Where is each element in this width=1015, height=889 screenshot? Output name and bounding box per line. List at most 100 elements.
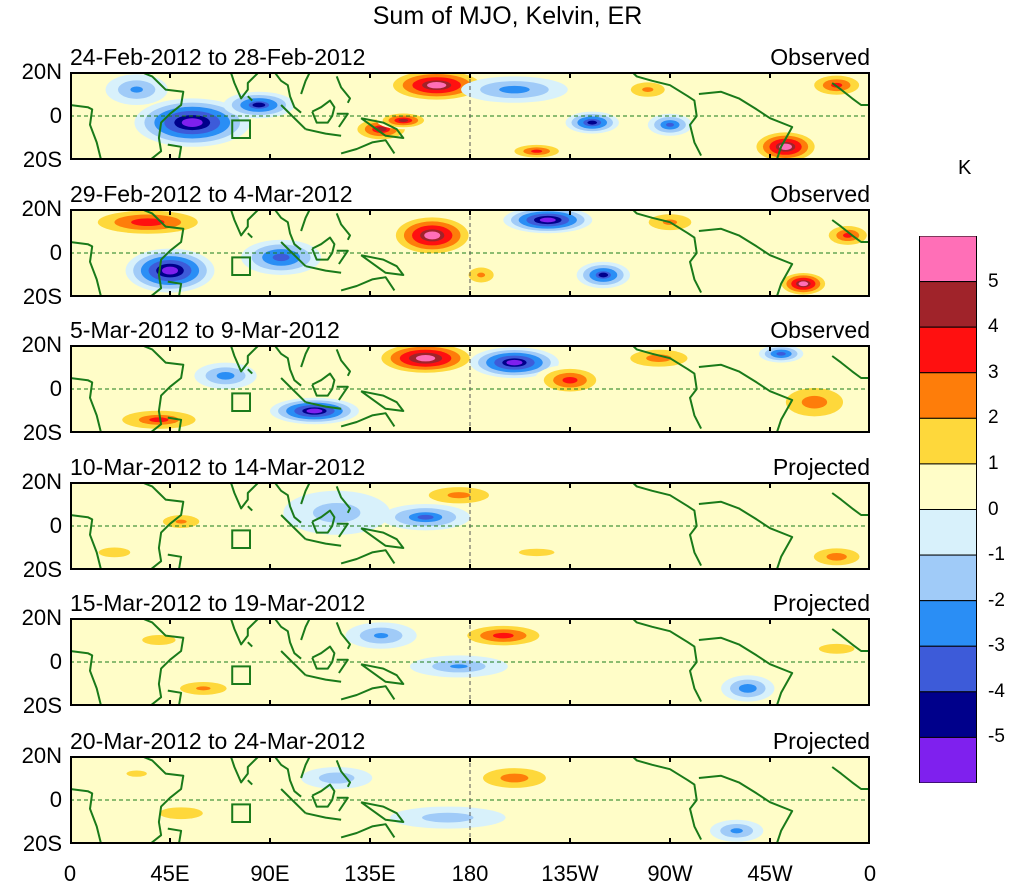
coastline	[305, 538, 342, 547]
coastline	[831, 355, 870, 379]
colorbar-swatch	[919, 236, 977, 283]
colorbar-tick-label: 0	[988, 498, 999, 520]
coastline	[311, 783, 336, 808]
anomaly-contour	[130, 86, 143, 93]
coastline	[140, 209, 185, 297]
coastline	[831, 82, 870, 106]
main-title: Sum of MJO, Kelvin, ER	[372, 2, 643, 30]
latitude-tick-label: 20S	[22, 693, 62, 718]
coastline	[631, 209, 702, 294]
coastline	[229, 482, 260, 510]
colorbar-tick-label: 4	[988, 316, 999, 338]
panel-status-label: Observed	[770, 317, 870, 343]
coastline	[280, 788, 307, 814]
panel-status-label: Observed	[770, 181, 870, 207]
anomaly-contour	[175, 519, 187, 524]
anomaly-contour	[131, 218, 165, 227]
coastline	[247, 368, 253, 375]
coastline	[831, 219, 870, 243]
colorbar-swatch	[919, 417, 977, 465]
latitude-tick-label: 20N	[21, 469, 62, 494]
coastline	[698, 774, 794, 844]
colorbar-tick-label: -1	[988, 544, 1005, 566]
latitude-tick-label: 20S	[22, 147, 62, 172]
map-panel	[70, 482, 870, 570]
map-panel	[70, 345, 870, 433]
latitude-tick-label: 20S	[22, 831, 62, 856]
coastline	[280, 241, 307, 267]
panel-status-label: Projected	[772, 454, 870, 480]
coastline	[273, 209, 302, 251]
anomaly-contour	[666, 122, 674, 127]
coastline	[698, 90, 794, 160]
panel-status-label: Projected	[772, 590, 870, 616]
map-panel	[70, 756, 870, 844]
colorbar-tick-label: 3	[988, 361, 999, 383]
longitude-tick-label: 180	[451, 861, 489, 886]
anomaly-contour	[422, 812, 474, 823]
coastline	[273, 72, 302, 114]
anomaly-contour	[318, 772, 355, 784]
coastline	[336, 796, 349, 812]
coastline	[698, 227, 794, 297]
coastline	[229, 345, 260, 373]
anomaly-contour	[776, 351, 786, 356]
anomaly-contour	[506, 359, 523, 366]
coastline	[305, 674, 342, 683]
colorbar-tick-label: -5	[988, 726, 1005, 748]
longitude-tick-label: 90W	[647, 861, 693, 886]
coastline	[335, 622, 351, 650]
coastline	[247, 95, 253, 102]
panel-date-range: 5-Mar-2012 to 9-Mar-2012	[70, 317, 340, 343]
colorbar-tick-label: -3	[988, 635, 1005, 657]
coastline	[698, 363, 794, 433]
anomaly-contour	[272, 253, 290, 262]
coastline	[280, 377, 307, 403]
latitude-tick-label: 20N	[21, 605, 62, 630]
anomaly-contour	[562, 376, 578, 384]
coastline	[167, 280, 183, 297]
coastline	[311, 99, 336, 124]
coastline	[311, 509, 336, 534]
coastline	[336, 658, 349, 674]
reference-box	[231, 256, 252, 277]
latitude-tick-label: 20S	[22, 284, 62, 309]
coastline	[229, 618, 260, 646]
map-panel	[70, 618, 870, 706]
coastline	[305, 265, 342, 274]
colorbar-swatch	[919, 600, 977, 647]
anomaly-contour	[493, 632, 514, 639]
colorbar-swatch	[919, 554, 977, 602]
latitude-tick-label: 20S	[22, 420, 62, 445]
coastline	[140, 756, 185, 844]
latitude-tick-label: 0	[49, 787, 62, 812]
latitude-tick-label: 20N	[21, 59, 62, 84]
coastline	[273, 756, 302, 798]
latitude-tick-label: 0	[49, 376, 62, 401]
coastline	[140, 618, 185, 706]
panel-date-range: 10-Mar-2012 to 14-Mar-2012	[70, 454, 366, 480]
coastline	[70, 104, 103, 160]
coastline	[360, 801, 405, 823]
coastline	[311, 236, 336, 261]
panel-status-label: Projected	[772, 728, 870, 754]
coastline	[340, 549, 396, 565]
coastline	[300, 72, 311, 95]
longitude-tick-label: 135W	[541, 861, 599, 886]
coastline	[70, 788, 103, 844]
anomaly-contour	[424, 231, 441, 240]
coastline	[305, 401, 342, 410]
anomaly-contour	[447, 492, 471, 499]
longitude-tick-label: 90E	[250, 861, 290, 886]
coastline	[631, 618, 702, 703]
anomaly-contour	[738, 684, 757, 693]
coastline	[273, 482, 302, 524]
anomaly-contour	[798, 281, 809, 287]
longitude-tick-label: 0	[63, 861, 77, 886]
coastline	[340, 276, 396, 292]
map-panel	[70, 209, 870, 297]
map-panel	[70, 72, 870, 160]
reference-box	[231, 803, 252, 824]
anomaly-contour	[539, 217, 556, 223]
anomaly-contour	[98, 547, 131, 558]
